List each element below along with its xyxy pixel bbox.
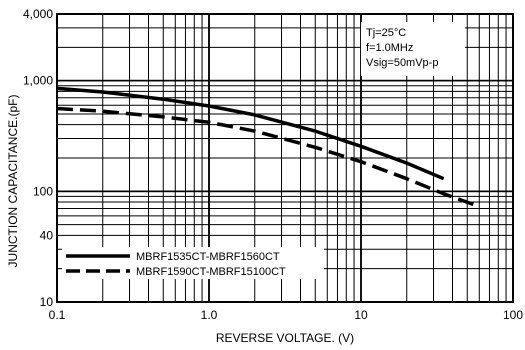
x-tick-label: 1.0 [201,308,218,322]
legend-label-series-2: MBRF1590CT-MBRF15100CT [136,266,286,278]
tick-labels: 0.1 1.0 10 100 4,000 1,000 100 40 10 [23,7,523,322]
note-temperature: Tj=25°C [366,27,406,39]
series-line-1 [56,86,445,181]
conditions-note-bg [361,22,465,76]
conditions-note: Tj=25°C f=1.0MHz Vsig=50mVp-p [361,22,465,76]
y-tick-label: 1,000 [23,74,53,88]
series-layer [56,86,475,207]
y-tick-label: 100 [33,184,53,198]
x-tick-label: 10 [354,308,368,322]
note-frequency: f=1.0MHz [366,42,413,54]
legend: MBRF1535CT-MBRF1560CT MBRF1590CT-MBRF151… [62,247,324,279]
y-axis-label: JUNCTION CAPACITANCE.(pF) [6,95,20,268]
y-tick-label: 40 [40,228,54,242]
x-tick-label: 0.1 [49,308,66,322]
x-tick-label: 100 [503,308,523,322]
note-signal: Vsig=50mVp-p [366,57,438,69]
legend-bg [62,247,324,279]
y-tick-label: 4,000 [23,7,53,21]
series-line-2 [56,106,475,207]
x-axis-label: REVERSE VOLTAGE. (V) [216,331,354,345]
legend-label-series-1: MBRF1535CT-MBRF1560CT [136,251,280,263]
y-tick-label: 10 [40,295,54,309]
plot-frame [56,13,514,303]
